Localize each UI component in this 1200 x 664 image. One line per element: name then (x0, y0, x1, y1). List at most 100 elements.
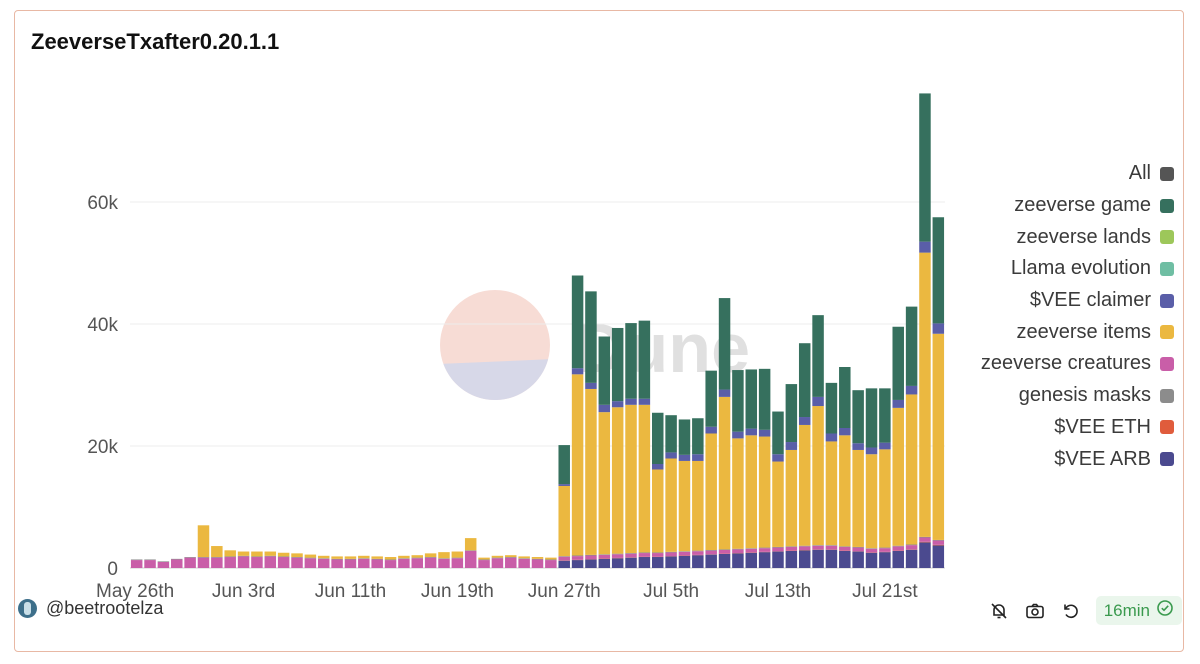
bar-segment (652, 412, 664, 464)
bar-segment (277, 552, 290, 557)
legend-item[interactable]: $VEE ETH (874, 412, 1174, 444)
bar-segment (585, 382, 597, 389)
bar-segment (638, 552, 651, 554)
bar-segment (451, 551, 464, 558)
bar-segment (611, 327, 624, 402)
bar-segment (852, 546, 864, 548)
bar-segment (825, 549, 838, 568)
y-tick-label: 60k (87, 193, 118, 214)
bar-segment (625, 553, 637, 558)
legend-item[interactable]: genesis masks (874, 380, 1174, 412)
bar-segment (611, 407, 624, 554)
bar-segment (652, 552, 664, 554)
bar-segment (865, 447, 878, 455)
bar-segment (384, 557, 397, 560)
bar-segment (919, 93, 931, 242)
bar-segment (558, 556, 570, 557)
bar-segment (464, 550, 477, 551)
bar-segment (237, 555, 250, 557)
legend-item[interactable]: zeeverse lands (874, 221, 1174, 253)
refresh-icon[interactable] (1060, 600, 1082, 622)
bar-segment (344, 556, 357, 559)
bar-segment (371, 559, 383, 568)
bar-segment (758, 429, 771, 437)
bar-segment (505, 557, 517, 568)
bar-segment (344, 559, 357, 568)
bar-segment (358, 555, 370, 559)
bar-segment (438, 558, 450, 559)
legend-swatch (1160, 325, 1174, 340)
legend-item[interactable]: $VEE ARB (874, 443, 1174, 475)
bar-segment (585, 291, 597, 383)
bar-segment (772, 454, 784, 462)
legend-item[interactable]: zeeverse game (874, 190, 1174, 222)
bar-segment (932, 540, 945, 545)
bar-segment (758, 552, 771, 568)
bar-segment (798, 550, 811, 568)
legend-swatch (1160, 356, 1174, 371)
bar-segment (879, 552, 891, 568)
bar-segment (545, 559, 557, 561)
bar-segment (571, 275, 584, 369)
legend-item[interactable]: All (874, 158, 1174, 190)
bar-segment (705, 550, 717, 551)
legend-item[interactable]: Llama evolution (874, 253, 1174, 285)
x-tick-label: Jul 5th (643, 581, 699, 602)
bar-segment (785, 546, 798, 551)
bar-segment (812, 396, 824, 407)
bar-segment (732, 553, 744, 568)
bar-segment (919, 541, 931, 543)
bar-segment (772, 411, 784, 455)
bar-segment (638, 557, 651, 568)
bar-segment (665, 452, 677, 459)
bar-segment (277, 556, 290, 558)
bar-segment (718, 298, 731, 390)
bar-segment (638, 320, 651, 399)
bar-segment (772, 551, 784, 568)
bar-segment (785, 546, 798, 547)
bar-segment (865, 552, 878, 568)
bar-segment (625, 404, 637, 554)
bell-off-icon[interactable] (988, 600, 1010, 622)
legend-item[interactable]: zeeverse items (874, 316, 1174, 348)
legend-label: $VEE ETH (1054, 415, 1151, 438)
legend-item[interactable]: $VEE claimer (874, 285, 1174, 317)
bar-segment (785, 449, 798, 547)
bar-segment (611, 553, 624, 555)
bar-segment (732, 549, 744, 554)
camera-icon[interactable] (1024, 600, 1046, 622)
bar-segment (598, 554, 611, 559)
bar-segment (678, 551, 691, 552)
y-tick-label: 0 (107, 559, 118, 580)
bar-segment (424, 557, 437, 568)
bar-segment (732, 370, 744, 432)
bar-segment (652, 557, 664, 568)
y-tick-label: 20k (87, 437, 118, 458)
bar-segment (304, 554, 317, 558)
bar-segment (932, 217, 945, 324)
bar-segment (211, 557, 223, 568)
chart-title: ZeeverseTxafter0.20.1.1 (31, 29, 280, 54)
bar-segment (411, 557, 423, 559)
bar-segment (879, 548, 891, 552)
bar-segment (625, 553, 637, 554)
bar-segment (852, 449, 864, 547)
bar-segment (732, 438, 744, 549)
bar-segment (478, 557, 490, 560)
author-username[interactable]: @beetrootelza (46, 598, 164, 618)
refresh-status-badge[interactable]: 16min (1095, 596, 1182, 625)
author-info[interactable]: @beetrootelza (18, 598, 163, 619)
bar-segment (865, 454, 878, 549)
legend-item[interactable]: zeeverse creatures (874, 348, 1174, 380)
bar-segment (852, 551, 864, 568)
bar-segment (745, 428, 758, 436)
bar-segment (785, 550, 798, 568)
bar-segment (812, 549, 824, 568)
bar-segment (598, 412, 611, 555)
bar-segment (678, 551, 691, 556)
bar-segment (625, 323, 637, 399)
bar-segment (398, 558, 410, 568)
bar-segment (611, 558, 624, 568)
bar-segment (652, 553, 664, 557)
